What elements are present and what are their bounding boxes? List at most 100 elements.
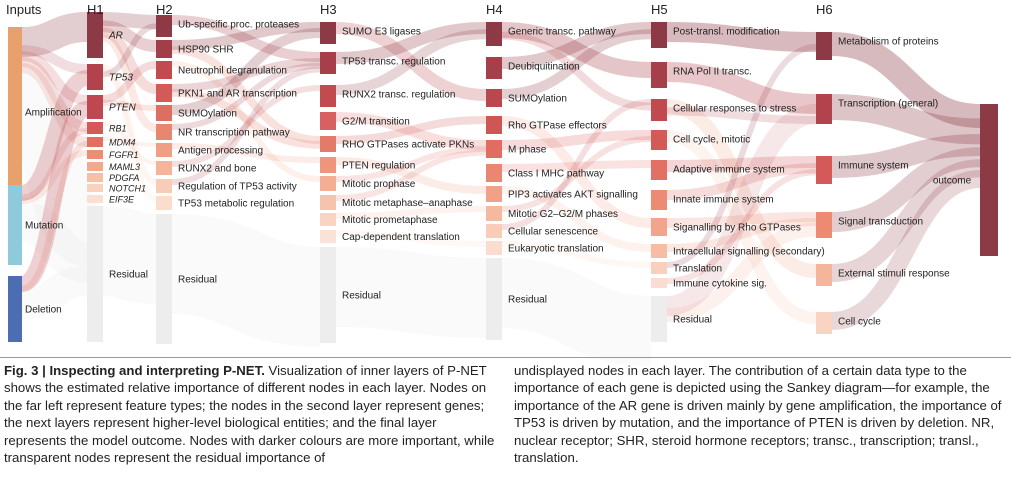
label-h3-3: G2/M transition	[342, 117, 410, 128]
sankey-link	[501, 31, 652, 111]
sankey-link	[501, 136, 652, 212]
label-h3-8: Mitotic prometaphase	[342, 215, 438, 226]
node-h3-9	[320, 230, 336, 243]
node-h4-6	[486, 186, 502, 202]
sankey-link	[102, 67, 157, 202]
label-inputs-1: Mutation	[25, 221, 63, 232]
label-inputs-2: Deletion	[25, 305, 62, 316]
node-h1-4	[87, 137, 103, 147]
node-h3-5	[320, 157, 336, 173]
label-h5-0: Post-transl. modification	[673, 27, 780, 38]
node-h6-0	[816, 32, 832, 60]
node-h2-9	[156, 196, 172, 210]
label-h4-8: Cellular senescence	[508, 227, 598, 238]
label-h3-6: Mitotic prophase	[342, 179, 416, 190]
caption-lead: Fig. 3 | Inspecting and interpreting P-N…	[4, 363, 265, 378]
node-h6-5	[816, 312, 832, 334]
node-h4-0	[486, 22, 502, 46]
sankey-link	[102, 99, 157, 111]
node-h5-0	[651, 22, 667, 48]
label-h4-6: PIP3 activates AKT signalling	[508, 190, 638, 201]
label-h4-3: Rho GTPase effectors	[508, 121, 607, 132]
sankey-link	[19, 201, 90, 282]
sankey-link	[102, 137, 157, 147]
node-h5-9	[651, 278, 667, 288]
label-h4-7: Mitotic G2–G2/M phases	[508, 209, 618, 220]
node-h3-10	[320, 247, 336, 343]
node-h2-0	[156, 15, 172, 37]
sankey-link	[19, 101, 90, 292]
node-h2-1	[156, 40, 172, 58]
node-h5-3	[651, 130, 667, 150]
sankey-link	[21, 51, 88, 105]
sankey-link	[21, 12, 88, 57]
node-h1-8	[87, 184, 103, 192]
sankey-link	[831, 159, 981, 282]
node-h5-8	[651, 262, 667, 274]
caption-text-left: Visualization of inner layers of P-NET s…	[4, 363, 495, 466]
caption-divider	[0, 357, 1011, 358]
node-h4-2	[486, 89, 502, 107]
label-h2-1: HSP90 SHR	[178, 45, 234, 56]
sankey-link	[501, 186, 652, 252]
sankey-link	[665, 104, 818, 316]
label-h1-5: FGFR1	[109, 150, 139, 160]
label-h2-4: SUMOylation	[178, 109, 237, 120]
sankey-link	[335, 146, 487, 182]
node-h3-1	[320, 52, 336, 74]
layer-header-inputs: Inputs	[6, 2, 42, 17]
node-h3-2	[320, 85, 336, 107]
label-h5-9: Immune cytokine sig.	[673, 279, 767, 290]
label-h5-2: Cellular responses to stress	[673, 104, 796, 115]
node-h1-2	[87, 95, 103, 119]
caption-column-right: undisplayed nodes in each layer. The con…	[514, 363, 1002, 466]
node-h1-7	[87, 173, 103, 182]
sankey-link	[21, 63, 88, 147]
sankey-link	[831, 147, 981, 232]
sankey-link	[500, 258, 653, 366]
label-h5-1: RNA Pol II transc.	[673, 67, 752, 78]
node-h4-4	[486, 140, 502, 158]
node-inputs-1	[8, 185, 22, 265]
sankey-link	[101, 206, 158, 304]
node-h4-7	[486, 206, 502, 221]
node-h2-7	[156, 161, 172, 175]
label-h6-3: Signal transduction	[838, 217, 923, 228]
sankey-link	[171, 46, 321, 144]
label-h5-7: Intracellular signalling (secondary)	[673, 247, 825, 258]
node-h5-1	[651, 62, 667, 88]
layer-headers: Inputs H1 H2 H3 H4 H5 H6	[6, 2, 833, 17]
label-h1-6: MAML3	[109, 162, 140, 172]
label-h5-8: Translation	[673, 264, 722, 275]
sankey-link	[171, 85, 321, 167]
layer-header-h6: H6	[816, 2, 833, 17]
label-h3-10: Residual	[342, 291, 381, 302]
label-h1-1: TP53	[109, 73, 133, 84]
node-h3-0	[320, 22, 336, 44]
layer-header-h5: H5	[651, 2, 668, 17]
sankey-link	[501, 116, 652, 228]
sankey-link	[7, 69, 102, 266]
sankey-labels: Amplification Mutation Deletion AR TP53 PTEN R…	[25, 20, 972, 328]
caption-column-left: Fig. 3 | Inspecting and interpreting P-N…	[4, 362, 499, 466]
label-h5-5: Innate immune system	[673, 195, 774, 206]
label-h2-3: PKN1 and AR transcription	[178, 89, 297, 100]
sankey-link	[102, 61, 157, 103]
node-h2-10	[156, 214, 172, 344]
node-h6-4	[816, 264, 832, 286]
node-h5-7	[651, 244, 667, 258]
sankey-link	[666, 156, 817, 172]
node-h3-6	[320, 176, 336, 191]
node-h5-2	[651, 99, 667, 121]
node-h2-2	[156, 61, 172, 79]
label-h2-8: Regulation of TP53 activity	[178, 182, 297, 193]
sankey-link	[666, 130, 817, 324]
label-h4-9: Eukaryotic translation	[508, 244, 604, 255]
label-h1-7: PDGFA	[109, 173, 139, 183]
sankey-link	[335, 149, 487, 201]
sankey-link	[501, 130, 652, 150]
label-h4-1: Deubiquitination	[508, 62, 580, 73]
sankey-link	[102, 23, 157, 78]
sankey-link	[171, 15, 321, 62]
